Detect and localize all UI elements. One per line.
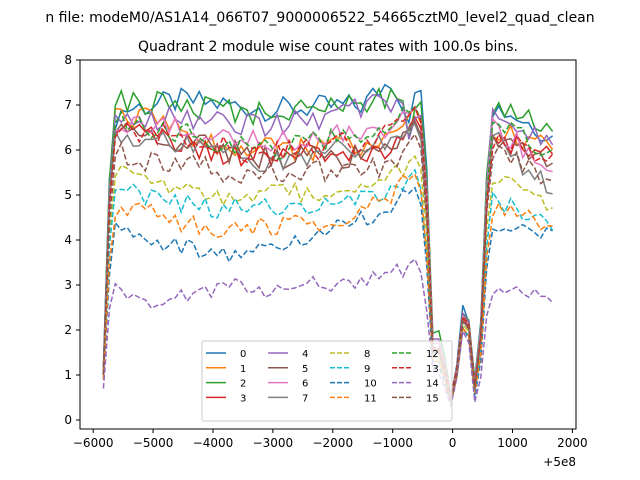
x-tick-label: −6000 <box>73 436 114 450</box>
legend-label-6: 6 <box>302 379 308 390</box>
legend-label-4: 4 <box>302 349 308 360</box>
y-tick-label: 1 <box>64 368 72 382</box>
legend-label-12: 12 <box>426 349 439 360</box>
legend-label-14: 14 <box>426 379 439 390</box>
y-axis: 0 1 2 3 4 5 6 7 8 <box>64 53 80 427</box>
x-tick-label: −5000 <box>133 436 174 450</box>
y-tick-label: 0 <box>64 413 72 427</box>
x-tick-label: 2000 <box>557 436 588 450</box>
x-offset-label: +5e8 <box>543 455 576 469</box>
y-tick-label: 3 <box>64 278 72 292</box>
y-tick-label: 6 <box>64 143 72 157</box>
legend-label-8: 8 <box>364 349 370 360</box>
legend-label-0: 0 <box>240 349 246 360</box>
legend-frame <box>201 340 453 422</box>
series-line-15 <box>102 132 553 403</box>
legend-label-3: 3 <box>240 393 246 404</box>
y-tick-label: 2 <box>64 323 72 337</box>
x-tick-label: −4000 <box>193 436 234 450</box>
series-lines <box>102 83 554 409</box>
axes-frame <box>79 59 577 430</box>
y-tick-label: 5 <box>64 188 72 202</box>
x-tick-label: 0 <box>449 436 457 450</box>
legend-label-15: 15 <box>426 393 439 404</box>
legend-label-5: 5 <box>302 364 308 375</box>
series-line-10 <box>102 186 553 405</box>
y-tick-label: 4 <box>64 233 72 247</box>
x-axis: −6000 −5000 −4000 −3000 −2000 −1000 0 1000 2000 <box>73 429 588 450</box>
chart-title: Quadrant 2 module wise count rates with … <box>138 39 518 55</box>
y-tick-label: 8 <box>64 53 72 67</box>
figure-suptitle: n file: modeM0/AS1A14_066T07_9000006522_… <box>45 10 594 26</box>
x-tick-label: −2000 <box>312 436 353 450</box>
legend-label-11: 11 <box>364 393 377 404</box>
legend-label-1: 1 <box>240 364 246 375</box>
plot-area <box>79 59 577 430</box>
legend-label-10: 10 <box>364 379 377 390</box>
legend-label-9: 9 <box>364 364 370 375</box>
series-line-11 <box>102 172 553 404</box>
series-line-14 <box>102 258 554 409</box>
x-tick-label: −1000 <box>372 436 413 450</box>
legend-label-7: 7 <box>302 393 308 404</box>
x-tick-label: −3000 <box>253 436 294 450</box>
series-line-9 <box>102 168 554 404</box>
y-tick-label: 7 <box>64 98 72 112</box>
x-tick-label: 1000 <box>497 436 528 450</box>
legend-label-2: 2 <box>240 379 246 390</box>
legend-label-13: 13 <box>426 364 439 375</box>
